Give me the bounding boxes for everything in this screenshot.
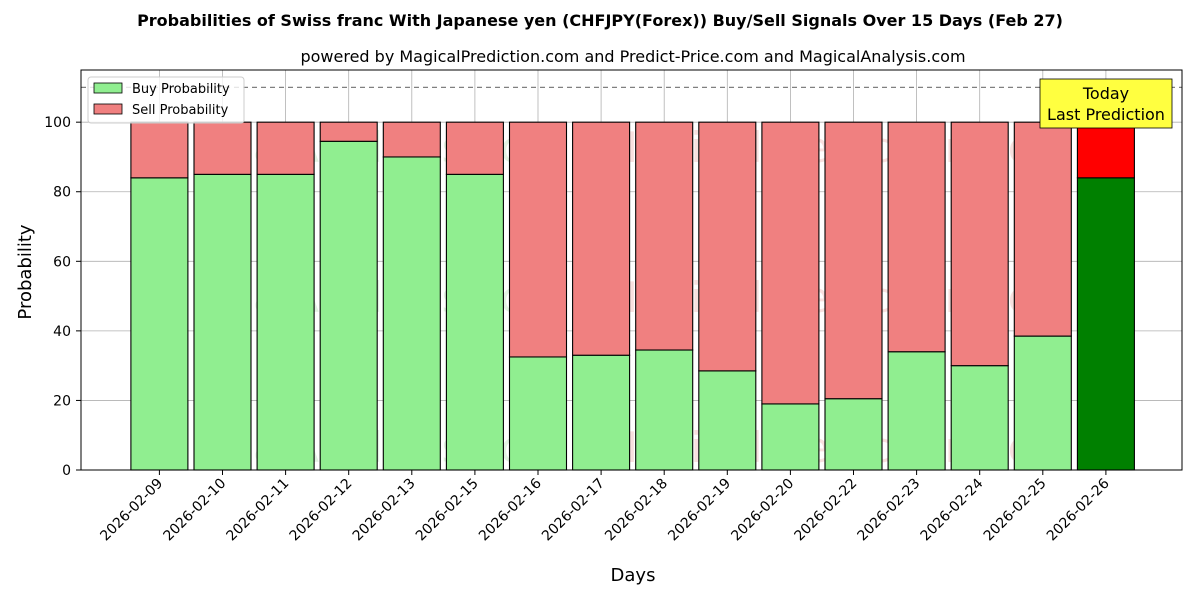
x-tick-label: 2026-02-24	[918, 475, 987, 544]
bar-sell	[508, 121, 568, 358]
bar-buy	[319, 140, 378, 471]
y-tick-label: 0	[62, 463, 71, 479]
x-tick-label: 2026-02-19	[665, 476, 734, 545]
legend-swatch-buy	[93, 82, 123, 94]
bar-sell	[382, 121, 441, 158]
legend-box	[87, 76, 245, 124]
x-tick-label: 2026-02-18	[602, 476, 671, 545]
annotation-line-2: Last Prediction	[1047, 105, 1165, 124]
y-axis-ticks: 0 20 40 60 80 100	[44, 115, 81, 479]
bar-buy	[256, 173, 315, 471]
x-tick-label: 2026-02-17	[539, 476, 608, 545]
bar-buy	[635, 349, 694, 471]
plot-frame	[80, 69, 1183, 471]
today-annotation: Today Last Prediction	[1039, 78, 1173, 129]
x-axis-ticks: 2026-02-092026-02-102026-02-112026-02-12…	[97, 470, 1113, 545]
bar-buy	[445, 173, 504, 471]
bar-buy	[130, 177, 189, 471]
bar-sell	[635, 121, 694, 351]
x-tick-label: 2026-02-22	[791, 476, 860, 545]
bar-sell	[824, 121, 883, 400]
annotation-line-1: Today	[1082, 84, 1129, 103]
bars	[130, 121, 1135, 471]
x-tick-label: 2026-02-25	[981, 476, 1050, 545]
y-tick-label: 20	[53, 393, 71, 409]
bar-buy	[1013, 335, 1072, 471]
y-tick-label: 80	[53, 185, 71, 201]
bar-sell	[1013, 121, 1072, 337]
x-tick-label: 2026-02-11	[224, 476, 293, 545]
bar-sell	[445, 121, 504, 175]
x-tick-label: 2026-02-13	[350, 476, 419, 545]
bar-sell	[572, 121, 631, 356]
x-tick-label: 2026-02-16	[476, 475, 545, 544]
legend-label-buy: Buy Probability	[132, 82, 230, 97]
bar-buy	[887, 351, 946, 471]
bar-sell	[698, 121, 757, 372]
legend-label-sell: Sell Probability	[132, 103, 229, 118]
x-tick-label: 2026-02-20	[728, 476, 797, 545]
x-tick-label: 2026-02-09	[97, 476, 166, 545]
x-tick-label: 2026-02-15	[413, 476, 482, 545]
bar-buy	[572, 354, 631, 471]
x-tick-label: 2026-02-10	[160, 476, 229, 545]
bar-sell	[319, 121, 378, 142]
bar-sell	[887, 121, 946, 353]
bar-sell	[761, 121, 820, 405]
x-tick-label: 2026-02-23	[855, 476, 924, 545]
bar-sell	[256, 121, 315, 175]
bar-buy	[698, 370, 757, 471]
x-tick-label: 2026-02-12	[287, 476, 356, 545]
y-tick-label: 40	[53, 324, 71, 340]
bar-sell	[193, 121, 252, 175]
bar-sell	[1076, 121, 1135, 179]
y-axis-label: Probability	[15, 224, 36, 319]
x-axis-label: Days	[611, 565, 656, 586]
x-tick-label: 2026-02-26	[1044, 475, 1113, 544]
bar-buy	[382, 156, 441, 471]
bar-buy	[193, 173, 252, 471]
bar-buy	[1076, 177, 1135, 471]
bar-buy	[761, 403, 820, 471]
bar-sell	[950, 121, 1009, 367]
bar-buy	[508, 356, 568, 471]
chart-title: Probabilities of Swiss franc With Japane…	[137, 11, 1063, 30]
y-tick-label: 60	[53, 254, 71, 270]
y-tick-label: 100	[44, 115, 71, 131]
chart-subtitle: powered by MagicalPrediction.com and Pre…	[300, 47, 965, 66]
annotation-box	[1039, 78, 1173, 129]
bar-buy	[824, 398, 883, 471]
legend: Buy Probability Sell Probability	[87, 76, 245, 124]
bar-sell	[130, 121, 189, 179]
bar-buy	[950, 365, 1009, 471]
legend-swatch-sell	[93, 103, 123, 115]
